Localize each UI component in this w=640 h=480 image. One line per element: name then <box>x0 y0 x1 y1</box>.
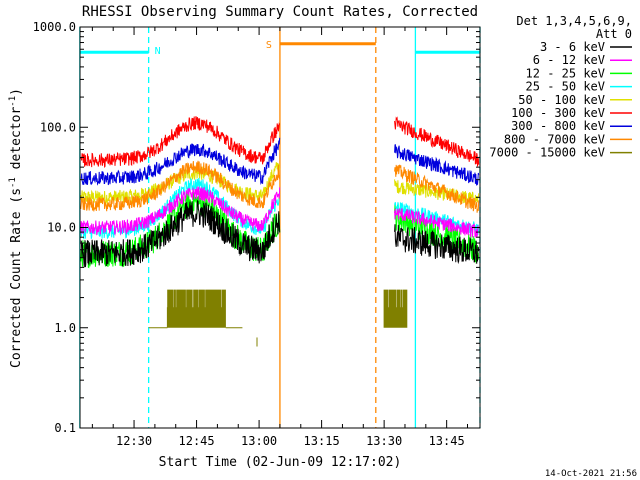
y-tick-label: 100.0 <box>40 120 76 134</box>
night-label: N <box>155 46 161 57</box>
series-trace <box>80 186 281 236</box>
generation-timestamp: 14-Oct-2021 21:56 <box>545 469 637 479</box>
series-trace <box>394 144 480 186</box>
chart-title: RHESSI Observing Summary Count Rates, Co… <box>82 4 478 20</box>
legend-label: 800 - 7000 keV <box>504 132 605 146</box>
series-trace <box>80 162 281 205</box>
legend-label: 50 - 100 keV <box>518 93 605 107</box>
legend-label: 3 - 6 keV <box>540 40 605 54</box>
legend-label: 6 - 12 keV <box>533 53 605 67</box>
y-axis-label-main: Corrected Count Rate (s <box>9 188 24 368</box>
y-axis-label: Corrected Count Rate (s-1 detector-1) <box>8 88 24 368</box>
y-axis-label-close: ) <box>9 88 24 96</box>
series-trace <box>394 224 480 265</box>
legend-label: 100 - 300 keV <box>511 106 605 120</box>
x-tick-label: 13:15 <box>304 434 340 448</box>
legend-label: 12 - 25 keV <box>526 66 605 80</box>
legend-label: 7000 - 15000 keV <box>489 146 605 160</box>
legend-attenuator: Att 0 <box>596 27 632 41</box>
series-trace <box>394 116 480 167</box>
x-tick-label: 13:00 <box>241 434 277 448</box>
series-trace <box>80 160 281 212</box>
y-tick-label: 1000.0 <box>33 20 76 34</box>
y-axis-label-detector: detector <box>9 107 24 178</box>
series-trace <box>80 137 281 186</box>
legend-label: 25 - 50 keV <box>526 80 605 94</box>
series-trace <box>80 177 281 240</box>
x-tick-label: 12:45 <box>179 434 215 448</box>
y-axis-label-exponent-1: -1 <box>8 177 18 188</box>
y-tick-label: 10.0 <box>47 221 76 235</box>
x-tick-label: 13:45 <box>429 434 465 448</box>
legend-detectors: Det 1,3,4,5,6,9, <box>516 14 632 28</box>
saa-label: S <box>266 40 272 51</box>
series-trace <box>394 207 480 238</box>
high-energy-burst <box>383 289 408 328</box>
high-energy-burst <box>166 289 226 328</box>
series-trace <box>80 116 281 168</box>
x-axis-label: Start Time (02-Jun-09 12:17:02) <box>159 455 402 470</box>
x-tick-label: 12:30 <box>116 434 152 448</box>
y-axis-label-exponent-2: -1 <box>8 96 18 107</box>
series-trace <box>394 164 480 213</box>
y-tick-label: 0.1 <box>54 421 76 435</box>
y-tick-label: 1.0 <box>54 321 76 335</box>
series-trace <box>394 179 480 206</box>
x-tick-label: 13:30 <box>366 434 402 448</box>
series-trace <box>80 199 281 268</box>
legend-label: 300 - 800 keV <box>511 119 605 133</box>
